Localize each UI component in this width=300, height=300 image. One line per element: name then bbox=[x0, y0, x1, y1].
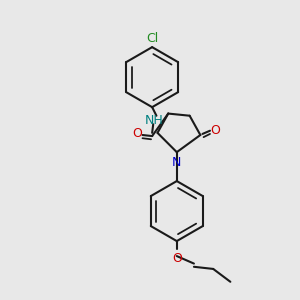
Text: O: O bbox=[172, 252, 182, 265]
Text: O: O bbox=[210, 124, 220, 137]
Text: NH: NH bbox=[145, 113, 164, 127]
Text: O: O bbox=[132, 128, 142, 140]
Text: N: N bbox=[172, 156, 182, 170]
Text: Cl: Cl bbox=[146, 32, 158, 45]
